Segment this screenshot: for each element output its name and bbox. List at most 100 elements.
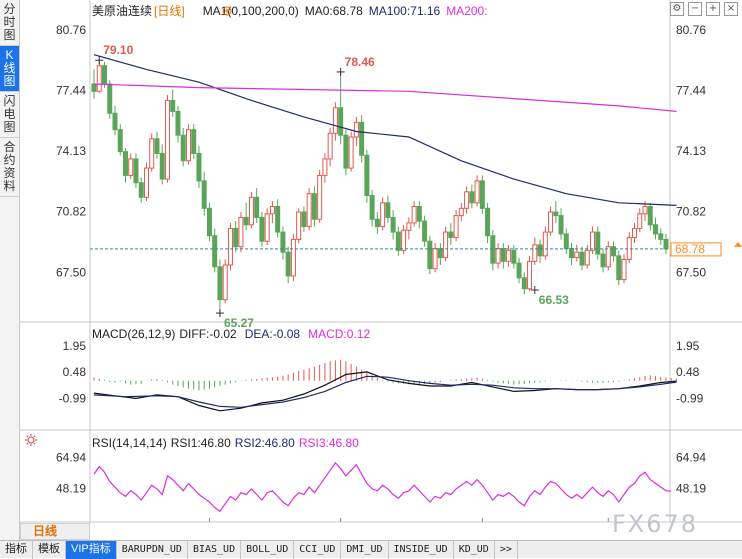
indicator-tab-5[interactable]: BOLL_UD: [241, 540, 295, 559]
candle-body: [422, 220, 428, 242]
candle-body: [432, 248, 438, 270]
candle-body: [154, 138, 160, 154]
low-label: 66.53: [539, 293, 569, 307]
chart-area: 美原油连续 [日线] MA1(0,100,200,0) MA0:68.78 MA100:…: [20, 0, 742, 523]
dea-line: [93, 375, 677, 408]
candle-body: [322, 158, 328, 176]
candle-body: [663, 238, 669, 250]
indicator-tab-4[interactable]: BIAS_UD: [188, 540, 242, 559]
candle-body: [317, 174, 323, 220]
macd-tick-left: 0.48: [63, 365, 87, 379]
settings-icon[interactable]: ⚙: [670, 2, 684, 16]
candle-body: [164, 99, 170, 180]
rsi-tick-right: 48.19: [676, 482, 706, 496]
last-price-tag: [670, 242, 722, 257]
ma0-value: MA0:68.78: [305, 4, 363, 18]
candle-body: [122, 151, 128, 176]
candle-body: [112, 112, 118, 131]
indicator-tab-6[interactable]: CCI_UD: [294, 540, 342, 559]
candle-body: [191, 129, 197, 154]
candle-body: [327, 132, 333, 160]
candle-body: [647, 205, 653, 226]
candle-body: [500, 248, 506, 262]
candle-body: [180, 134, 186, 162]
diff-line: [93, 371, 677, 412]
ma200-value: MA200:: [446, 4, 487, 18]
candle-body: [548, 211, 554, 233]
indicator-settings-ray: [26, 442, 29, 445]
candle-body: [143, 167, 149, 198]
candle-body: [217, 266, 223, 301]
candle-body: [511, 249, 517, 264]
rsi-tick-left: 64.94: [56, 450, 86, 464]
high-label: 79.10: [103, 43, 133, 57]
candle-body: [521, 277, 527, 290]
indicator-tab-8[interactable]: INSIDE_UD: [389, 540, 454, 559]
candle-body: [558, 215, 564, 235]
indicator-tab-3[interactable]: BARUPDN_UD: [117, 540, 188, 559]
rsi-header: RSI(14,14,14) RSI1:46.80 RSI2:46.80 RSI3:46…: [92, 436, 359, 450]
candle-body: [448, 231, 454, 239]
indicator-tab-1[interactable]: 模板: [33, 540, 66, 559]
macd-diff: DIFF:-0.02: [179, 327, 237, 341]
instrument-name: 美原油连续: [92, 3, 152, 18]
low-label: 65.27: [224, 316, 254, 330]
sidebar-tab-0[interactable]: 分时图: [0, 0, 19, 46]
candle-body: [212, 235, 218, 268]
candle-body: [574, 251, 580, 259]
candle-body: [170, 99, 176, 112]
indicator-tab-9[interactable]: KD_UD: [454, 540, 495, 559]
candle-body: [395, 231, 401, 251]
ma-params: MA1(0,100,200,0): [203, 4, 299, 18]
price-tick-left: 67.50: [56, 265, 86, 279]
macd-name: MACD(26,12,9): [92, 327, 175, 341]
candle-body: [406, 222, 412, 231]
rsi2-value: RSI2:46.80: [235, 436, 295, 450]
indicator-tab-7[interactable]: DMI_UD: [341, 540, 389, 559]
candle-body: [364, 154, 370, 197]
candle-body: [605, 246, 611, 268]
minus-icon[interactable]: −: [688, 2, 702, 16]
indicator-tab-bar: 指标 模板 VIP指标 BARUPDN_UD BIAS_UD BOLL_UD CCI_UD D…: [0, 540, 742, 559]
close-icon[interactable]: ×: [724, 2, 738, 16]
price-tick-left: 77.44: [56, 84, 86, 98]
last-price-label: 68.78: [675, 242, 705, 256]
candle-body: [380, 202, 386, 228]
indicator-settings-ray: [26, 435, 29, 438]
candle-body: [201, 180, 207, 209]
candle-body: [149, 138, 155, 169]
candle-body: [233, 227, 239, 248]
candle-body: [385, 202, 391, 218]
candle-body: [196, 152, 202, 182]
indicator-tab-2[interactable]: VIP指标: [66, 540, 117, 559]
indicator-tab-10[interactable]: >>: [495, 540, 518, 559]
price-alert-icon: [734, 241, 742, 247]
candle-body: [301, 211, 307, 228]
sidebar-tab-1[interactable]: K线图: [0, 46, 19, 92]
macd-tick-right: 0.48: [676, 365, 700, 379]
candle-body: [595, 231, 601, 255]
candle-body: [411, 205, 417, 224]
candle-body: [259, 216, 265, 242]
candle-body: [128, 158, 134, 176]
candle-body: [416, 205, 422, 222]
candle-body: [159, 152, 165, 180]
ma200-line: [93, 83, 677, 112]
sidebar-tab-2[interactable]: 闪电图: [0, 92, 19, 138]
candle-body: [175, 110, 181, 136]
sidebar-tab-3[interactable]: 合约资料: [0, 138, 19, 197]
watermark: FX678: [612, 510, 699, 538]
candle-body: [542, 231, 548, 257]
macd-tick-left: 1.95: [63, 339, 87, 353]
candle-body: [579, 251, 585, 266]
candle-body: [248, 196, 254, 226]
indicator-settings-ray: [33, 435, 36, 438]
rsi-name: RSI(14,14,14): [92, 436, 167, 450]
period-button[interactable]: 日线: [20, 523, 90, 540]
plus-icon[interactable]: +: [706, 2, 720, 16]
candle-body: [527, 260, 533, 290]
indicator-tab-0[interactable]: 指标: [0, 540, 33, 559]
candle-body: [185, 129, 191, 162]
price-tick-left: 74.13: [56, 144, 86, 158]
candle-body: [243, 216, 249, 226]
